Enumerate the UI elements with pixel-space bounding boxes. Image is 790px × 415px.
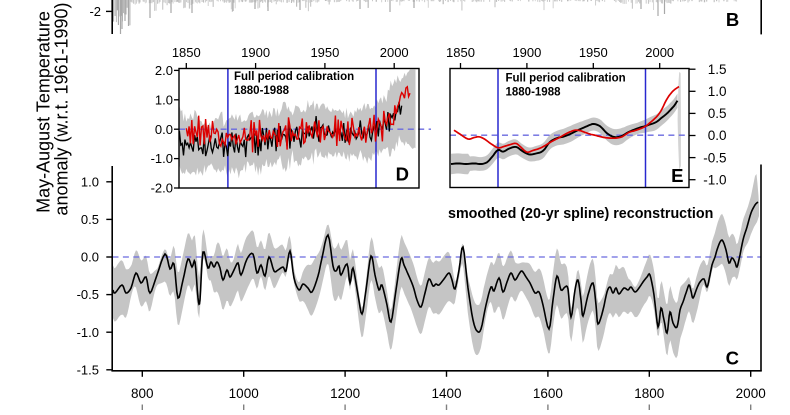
svg-text:1900: 1900 — [241, 45, 270, 60]
svg-text:1.0: 1.0 — [708, 84, 727, 99]
svg-text:D: D — [396, 164, 409, 185]
svg-text:0.0: 0.0 — [81, 250, 99, 265]
svg-text:0.0: 0.0 — [155, 122, 173, 137]
svg-text:2000: 2000 — [645, 45, 674, 60]
svg-text:0.0: 0.0 — [708, 128, 727, 143]
svg-text:1880-1988: 1880-1988 — [234, 85, 290, 97]
svg-text:B: B — [726, 9, 739, 30]
svg-text:-2.0: -2.0 — [151, 181, 173, 196]
svg-text:-2: -2 — [89, 4, 101, 19]
svg-text:1850: 1850 — [172, 45, 201, 60]
svg-text:1600: 1600 — [533, 386, 563, 401]
svg-text:-1.5: -1.5 — [77, 362, 99, 377]
svg-text:Full period calibration: Full period calibration — [506, 73, 626, 85]
svg-text:-1.0: -1.0 — [77, 325, 99, 340]
svg-text:1950: 1950 — [579, 45, 608, 60]
svg-text:1880-1988: 1880-1988 — [506, 87, 562, 99]
svg-text:1.0: 1.0 — [155, 92, 173, 107]
svg-text:1900: 1900 — [512, 45, 541, 60]
svg-text:E: E — [671, 165, 683, 186]
svg-text:-0.5: -0.5 — [703, 150, 726, 165]
svg-text:800: 800 — [131, 386, 154, 401]
svg-text:1850: 1850 — [446, 45, 475, 60]
svg-text:1.5: 1.5 — [708, 62, 727, 77]
svg-text:May-August Temperature: May-August Temperature — [33, 11, 53, 213]
svg-text:2.0: 2.0 — [155, 63, 173, 78]
svg-text:-0.5: -0.5 — [77, 287, 99, 302]
svg-text:smoothed (20-yr spline) recons: smoothed (20-yr spline) reconstruction — [448, 206, 713, 222]
svg-text:-1.0: -1.0 — [703, 172, 726, 187]
svg-text:1.0: 1.0 — [81, 174, 99, 189]
svg-text:1950: 1950 — [310, 45, 339, 60]
svg-text:C: C — [726, 348, 739, 369]
svg-text:1800: 1800 — [634, 386, 664, 401]
svg-text:Full period calibration: Full period calibration — [234, 71, 354, 83]
svg-text:2000: 2000 — [736, 386, 766, 401]
svg-text:1400: 1400 — [431, 386, 461, 401]
svg-text:1200: 1200 — [330, 386, 360, 401]
svg-text:2000: 2000 — [380, 45, 409, 60]
svg-text:0.5: 0.5 — [708, 106, 727, 121]
svg-text:-1.0: -1.0 — [151, 151, 173, 166]
svg-text:1000: 1000 — [229, 386, 259, 401]
svg-text:0.5: 0.5 — [81, 212, 99, 227]
svg-text:anomaly (w.r.t. 1961-1990): anomaly (w.r.t. 1961-1990) — [52, 2, 72, 215]
